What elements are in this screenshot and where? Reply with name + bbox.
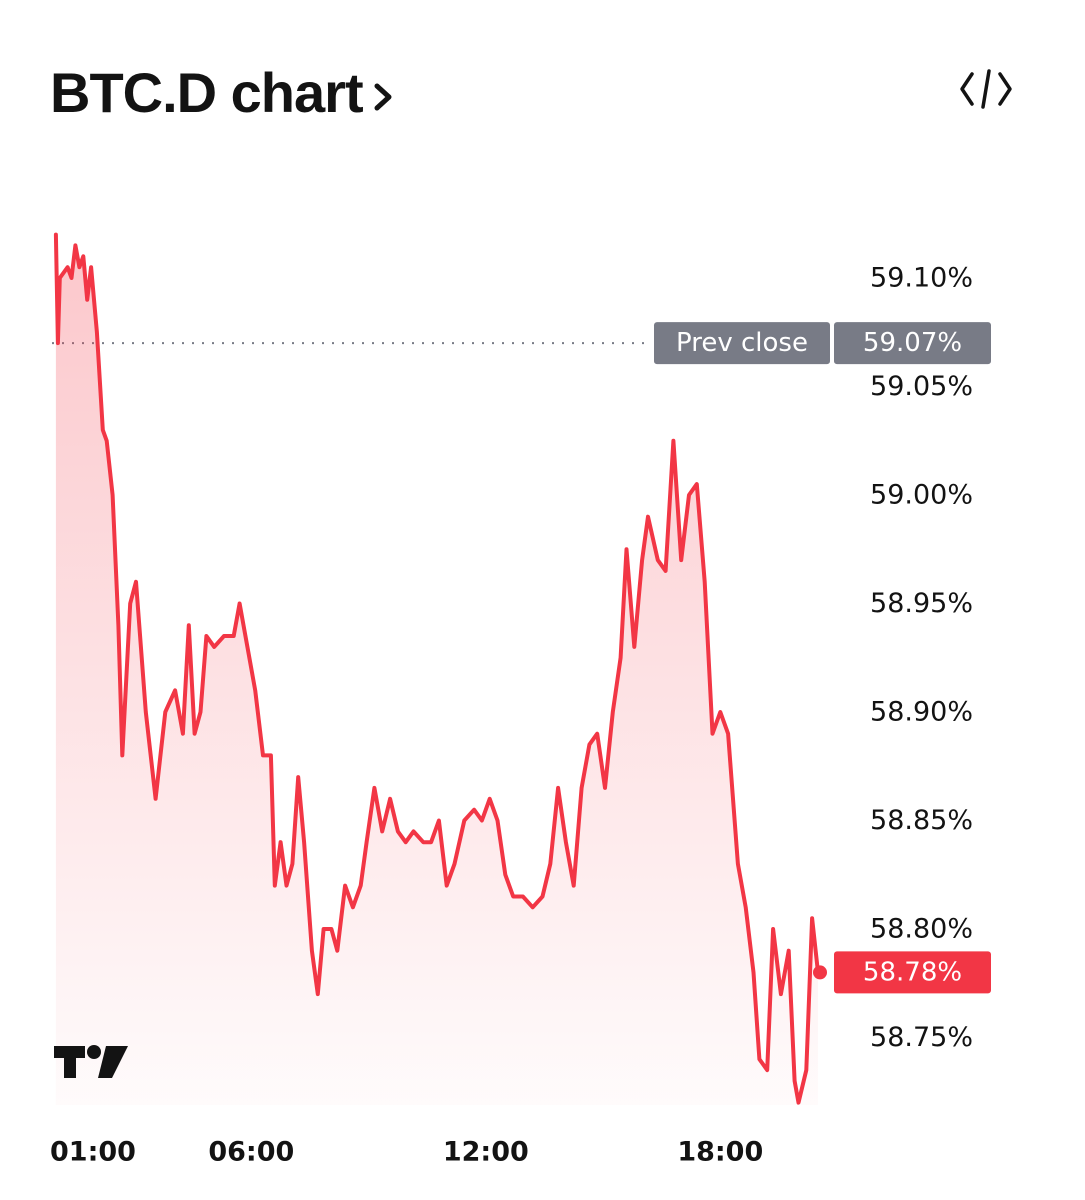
y-tick-label: 59.10% — [870, 263, 973, 294]
page-title[interactable]: BTC.D chart — [50, 60, 364, 124]
last-price-tag: 58.78% — [834, 951, 991, 994]
y-tick-label: 59.00% — [870, 480, 973, 511]
y-axis: 58.75% 58.80% 58.85% 58.90% 58.95% 59.00% 59.0… — [870, 263, 973, 1054]
prev-close-label-box — [654, 322, 830, 365]
last-price-value: 58.78% — [863, 957, 962, 987]
last-price-box — [834, 951, 991, 994]
y-tick-label: 58.85% — [870, 805, 973, 836]
last-price-dot — [813, 965, 827, 980]
tradingview-logo-icon — [54, 1045, 128, 1078]
chevron-right-icon[interactable] — [373, 82, 395, 112]
embed-code-icon[interactable] — [958, 66, 1014, 112]
prev-close-label: Prev close — [676, 328, 808, 358]
x-tick-label: 12:00 — [443, 1137, 529, 1168]
series-line — [53, 232, 820, 1105]
x-axis: 01:00 06:00 12:00 18:00 — [50, 1137, 763, 1168]
y-tick-label: 58.90% — [870, 697, 973, 728]
x-tick-label: 18:00 — [677, 1137, 763, 1168]
y-tick-label: 58.80% — [870, 914, 973, 945]
chart-header[interactable]: BTC.D chart — [50, 52, 395, 132]
y-tick-label: 58.75% — [870, 1022, 973, 1053]
x-tick-label: 01:00 — [50, 1137, 136, 1168]
x-tick-label: 06:00 — [208, 1137, 294, 1168]
y-tick-label: 58.95% — [870, 588, 973, 619]
y-tick-label: 59.05% — [870, 371, 973, 402]
prev-close-value: 59.07% — [863, 328, 962, 358]
prev-close-marker: Prev close 59.07% — [52, 322, 991, 365]
prev-close-value-box — [834, 322, 991, 365]
series-area-fill — [55, 234, 818, 1106]
